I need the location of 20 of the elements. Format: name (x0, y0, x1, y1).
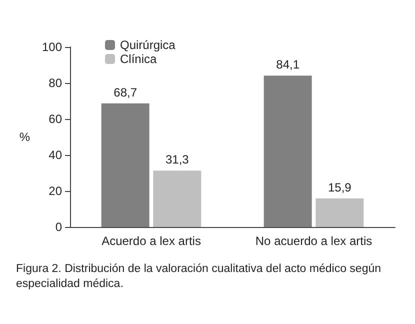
bar (101, 103, 150, 227)
y-tick-label: 40 (48, 148, 62, 162)
y-tick-label: 80 (48, 76, 62, 90)
legend-label: Quirúrgica (120, 38, 176, 52)
y-axis-title: % (19, 130, 30, 144)
bar (153, 170, 202, 227)
legend-label: Clínica (120, 52, 158, 66)
bar (316, 198, 364, 227)
x-tick-label: Acuerdo a lex artis (102, 234, 201, 248)
y-tick-label: 100 (42, 40, 62, 54)
y-tick-label: 60 (48, 112, 62, 126)
x-tick-label: No acuerdo a lex artis (255, 234, 372, 248)
text: Figura 2. Distribución de la valoración cualitativa del acto médico según especialidad médica. (16, 262, 382, 292)
y-tick-label: 20 (48, 184, 62, 198)
text: 84,1 (276, 58, 300, 72)
text: 31,3 (165, 152, 189, 167)
text: 68,7 (114, 85, 138, 100)
bar (264, 76, 312, 227)
y-tick-label: 0 (55, 220, 62, 234)
text: 15,9 (328, 180, 352, 194)
